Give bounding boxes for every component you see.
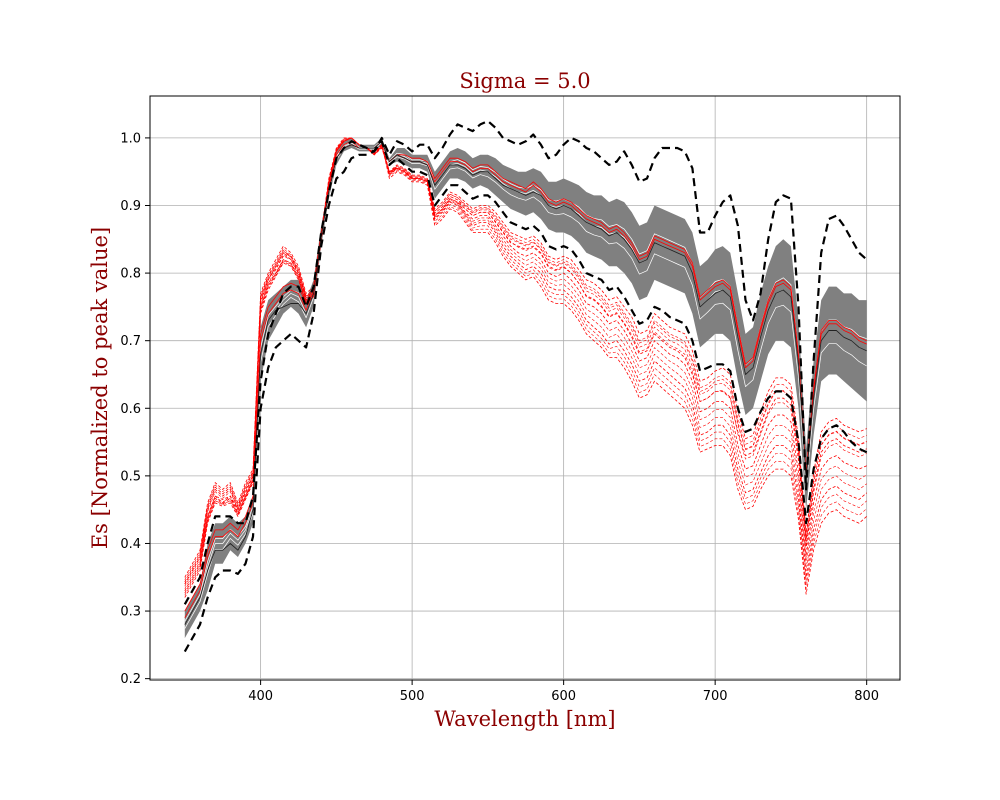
mean-line [184,140,867,625]
chart-title: Sigma = 5.0 [459,69,590,93]
red-sample-line-interp-0-0 [184,137,867,589]
red-sample-line-3 [184,137,867,595]
x-tick-label: 800 [854,689,879,704]
lower-bound-line [183,140,868,605]
y-axis-label: Es [Normalized to peak value] [88,227,112,549]
red-sample-line-interp-1-1 [184,137,867,587]
x-tick-label: 600 [551,689,576,704]
y-tick-label: 0.3 [120,605,141,620]
plot-frame [149,95,901,681]
red-sample-line-9 [184,140,867,618]
y-tick-label: 0.5 [120,469,141,484]
x-axis-label: Wavelength [nm] [434,707,615,731]
y-tick-label: 0.4 [120,537,141,552]
red-sample-line-interp-3-1 [184,137,867,589]
y-tick-label: 0.9 [120,199,141,214]
red-sample-line-5 [184,137,867,591]
red-sample-line-interp-3-0 [184,137,867,594]
x-tick-label: 700 [703,689,728,704]
y-axis-ticks: 0.2 0.3 0.4 0.5 0.6 0.7 0.8 0.9 1.0 [120,131,150,687]
y-tick-label: 0.2 [120,672,141,687]
red-sample-line-interp-2-0 [184,137,867,594]
series-lines [183,119,868,653]
red-sample-line-interp-0-1 [184,137,867,584]
red-sample-line-interp-2-1 [184,137,867,596]
envelope-band-area [184,137,867,639]
red-sample-line-4 [184,137,867,578]
y-tick-label: 0.7 [120,334,141,349]
red-sample-line-6 [184,137,867,598]
y-tick-label: 1.0 [120,131,141,146]
white-sample-line-1 [184,141,867,629]
x-axis-ticks: 400 500 600 700 800 [248,680,879,704]
red-sample-line-interp-1-0 [184,137,867,582]
y-tick-label: 0.6 [120,402,141,417]
x-tick-label: 500 [400,689,425,704]
envelope-band [184,137,867,639]
x-tick-label: 400 [248,689,273,704]
upper-bound-line [183,119,868,653]
y-tick-label: 0.8 [120,267,141,282]
